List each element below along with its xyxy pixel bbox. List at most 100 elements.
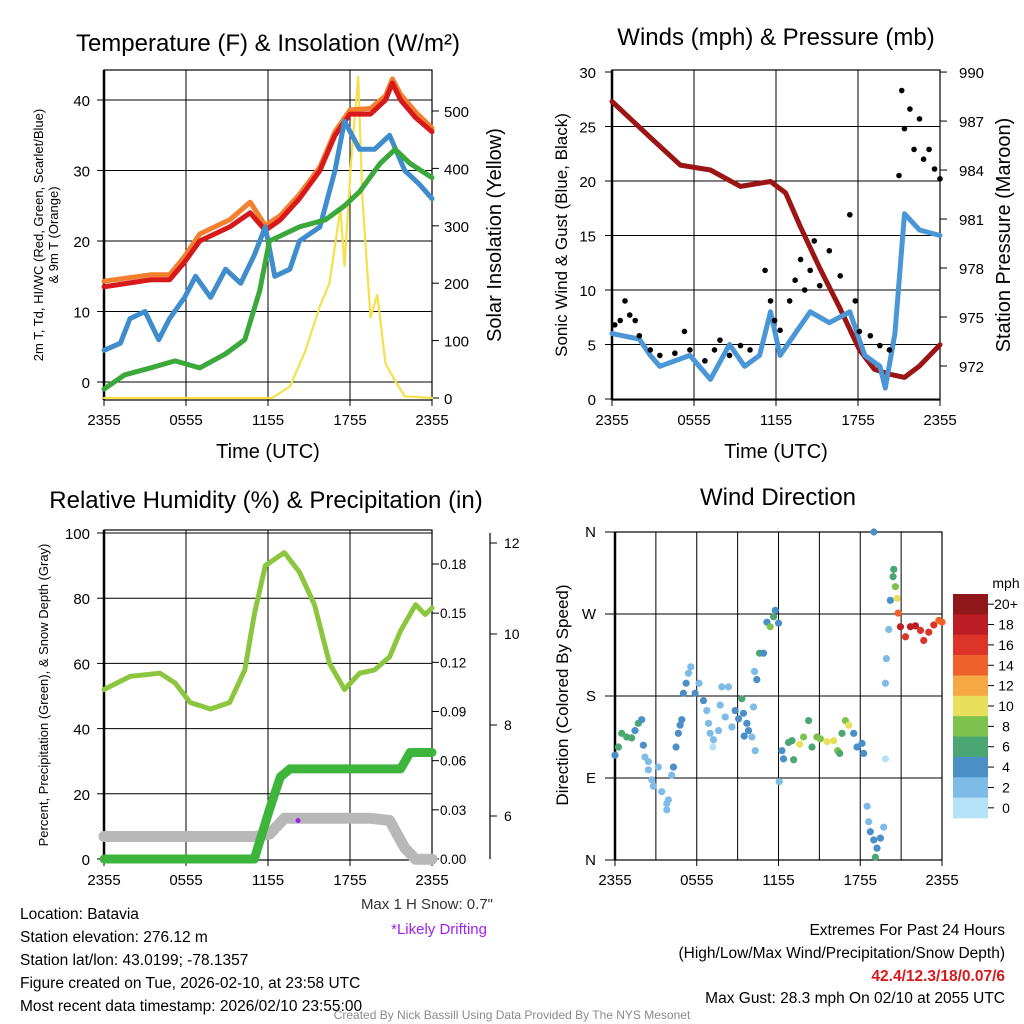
wind-direction-point: [644, 758, 652, 766]
data-point-gust: [777, 327, 783, 334]
wind-direction-point: [740, 732, 748, 740]
precip-tick-label: 0.06: [440, 754, 466, 769]
data-point-gust: [911, 146, 917, 153]
y-tick-label: 80: [73, 591, 90, 608]
wind-direction-point: [638, 716, 646, 724]
y-axis-label: Percent, Precipitation (Green), & Snow D…: [36, 544, 51, 847]
wind-direction-point: [893, 594, 901, 603]
wind-direction-point: [731, 706, 739, 715]
wind-direction-point: [682, 679, 690, 687]
wind-direction-point: [880, 823, 888, 831]
extremes-title: Extremes For Past 24 Hours: [809, 922, 1005, 939]
wind-direction-point: [724, 683, 733, 691]
wind-direction-point: [709, 743, 717, 751]
y2-axis-label: Solar Insolation (Yellow): [484, 128, 506, 342]
data-point-gust: [647, 347, 654, 353]
wind-direction-point: [678, 716, 686, 724]
wind-direction-point: [830, 737, 838, 745]
y-tick-label: 0: [82, 852, 90, 869]
wind-direction-point: [744, 727, 753, 735]
y2-axis-label: Station Pressure (Maroon): [993, 118, 1015, 353]
data-point-gust: [702, 358, 708, 364]
wind-direction-point: [788, 737, 796, 745]
x-tick-label: 1155: [762, 872, 794, 889]
max-snow-label: Max 1 H Snow: 0.7": [360, 896, 493, 913]
data-point-gust: [786, 298, 793, 304]
x-tick-label: 0555: [680, 872, 713, 889]
wind-direction-point: [866, 828, 874, 836]
precip-tick-label: 0.00: [440, 852, 466, 867]
extremes-values: 42.4/12.3/18/0.07/6: [871, 968, 1005, 985]
wind-direction-point: [858, 739, 866, 747]
wind-direction-point: [885, 625, 893, 634]
wind-direction-point: [882, 655, 891, 663]
credit-line: Created By Nick Bassill Using Data Provi…: [333, 1008, 691, 1022]
y2-tick-label: 987: [959, 114, 984, 131]
wind-direction-point: [853, 743, 861, 751]
wind-direction-point: [889, 573, 897, 581]
y-tick-label: 0: [588, 392, 596, 409]
colorbar-label: 18: [998, 617, 1014, 633]
wind-direction-point: [674, 729, 682, 737]
data-point-gust: [852, 298, 859, 304]
wind-direction-point: [695, 679, 703, 687]
x-tick-label: 2355: [415, 872, 448, 889]
wind-direction-point: [771, 606, 779, 614]
y-tick-label: E: [586, 770, 596, 787]
data-point-gust: [737, 342, 744, 349]
wind-direction-point: [628, 734, 636, 742]
colorbar-label: 16: [998, 637, 1014, 653]
y2-tick-label: 0: [444, 391, 452, 408]
wind-direction-point: [699, 696, 708, 705]
x-tick-label: 0555: [169, 412, 202, 429]
figure-created: Figure created on Tue, 2026-02-10, at 23…: [20, 975, 361, 992]
wind-direction-point: [838, 729, 846, 737]
data-point-gust: [747, 347, 753, 353]
wind-direction-point: [644, 766, 652, 774]
wind-direction-point: [881, 755, 890, 763]
data-point-gust: [626, 312, 633, 318]
wind-direction-point: [816, 735, 824, 743]
wind-direction-point: [734, 715, 743, 723]
y-axis-label: Sonic Wind & Gust (Blue, Black): [552, 113, 571, 357]
x-axis-label: Time (UTC): [724, 441, 828, 463]
wind-direction-point: [704, 719, 713, 727]
wind-direction-point: [876, 834, 885, 842]
data-point-gust: [636, 332, 643, 339]
wind-direction-point: [796, 740, 804, 748]
wind-direction-point: [891, 583, 900, 591]
y-tick-label: 20: [73, 787, 90, 804]
wind-direction-point: [860, 749, 868, 758]
wind-direction-point: [886, 596, 894, 604]
series-line-precipitation: [99, 748, 437, 864]
colorbar-label: 20+: [994, 596, 1018, 612]
wind-direction-point: [925, 628, 933, 636]
data-point-gust: [847, 211, 853, 218]
data-point-gust: [886, 347, 893, 353]
data-point-gust: [717, 337, 723, 343]
wind-direction-point: [920, 636, 928, 645]
wind-direction-point: [669, 763, 678, 771]
x-tick-label: 2355: [595, 412, 628, 429]
wind-direction-point: [649, 782, 658, 790]
colorbar-swatch: [953, 594, 988, 615]
wind-direction-point: [743, 719, 751, 727]
temperature-panel-title: Temperature (F) & Insolation (W/m²): [75, 30, 461, 57]
colorbar-swatch: [953, 797, 988, 819]
wind-direction-point: [658, 788, 666, 796]
x-tick-label: 2355: [415, 412, 448, 429]
snow-tick-label: 10: [504, 626, 520, 642]
y2-tick-label: 100: [444, 334, 469, 351]
colorbar-swatch: [953, 695, 988, 717]
wind-direction-point: [894, 609, 902, 617]
wind-direction-point: [808, 743, 816, 751]
recent-data-timestamp: Most recent data timestamp: 2026/02/10 2…: [20, 998, 363, 1015]
y2-tick-label: 990: [959, 65, 984, 82]
series-line-sonic-wind: [609, 211, 943, 391]
y-tick-label: 10: [73, 305, 90, 322]
y-axis-label-line2: & 9m T (Orange): [46, 186, 61, 283]
y-tick-label: N: [585, 524, 596, 541]
x-tick-label: 1155: [760, 412, 792, 429]
colorbar-swatch: [953, 777, 988, 798]
colorbar-swatch: [953, 675, 988, 697]
